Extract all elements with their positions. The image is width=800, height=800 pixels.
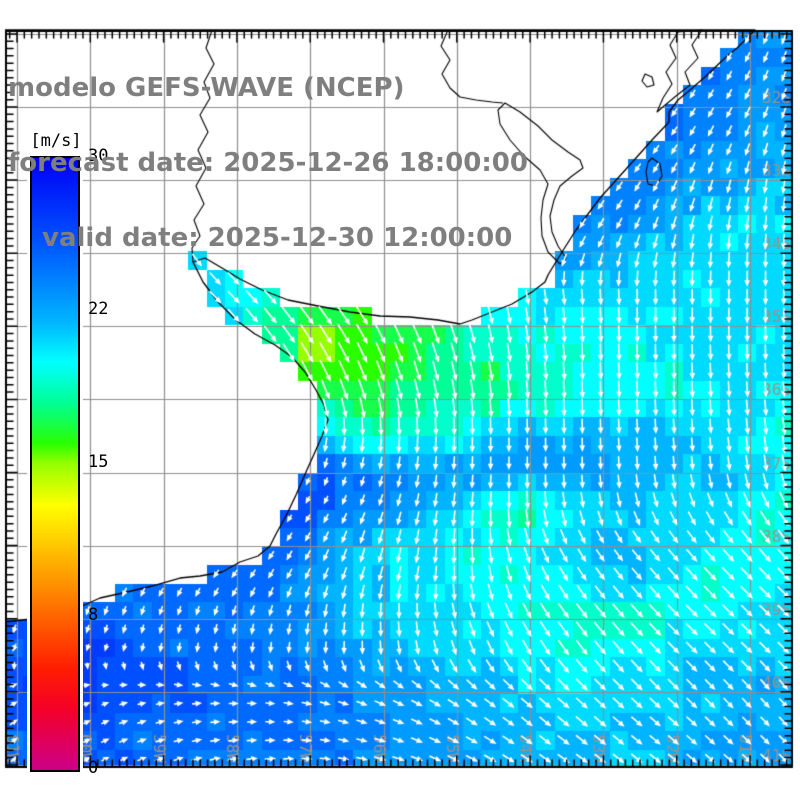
colorbar-tick-label: 8 (88, 605, 99, 625)
colorbar (30, 156, 80, 772)
colorbar-tick-label: 22 (88, 299, 109, 319)
title-block: modelo GEFS-WAVE (NCEP) forecast date: 2… (8, 26, 528, 301)
model-title: modelo GEFS-WAVE (NCEP) (8, 73, 405, 103)
colorbar-tick-label: 30 (88, 146, 109, 166)
valid-date-line: valid date: 2025-12-30 12:00:00 (42, 223, 513, 253)
colorbar-gradient (32, 158, 78, 770)
colorbar-unit-label: [m/s] (27, 130, 85, 152)
colorbar-tick-label: 0 (88, 758, 99, 778)
forecast-date-line: forecast date: 2025-12-26 18:00:00 (8, 148, 528, 178)
colorbar-tick-label: 15 (88, 452, 109, 472)
